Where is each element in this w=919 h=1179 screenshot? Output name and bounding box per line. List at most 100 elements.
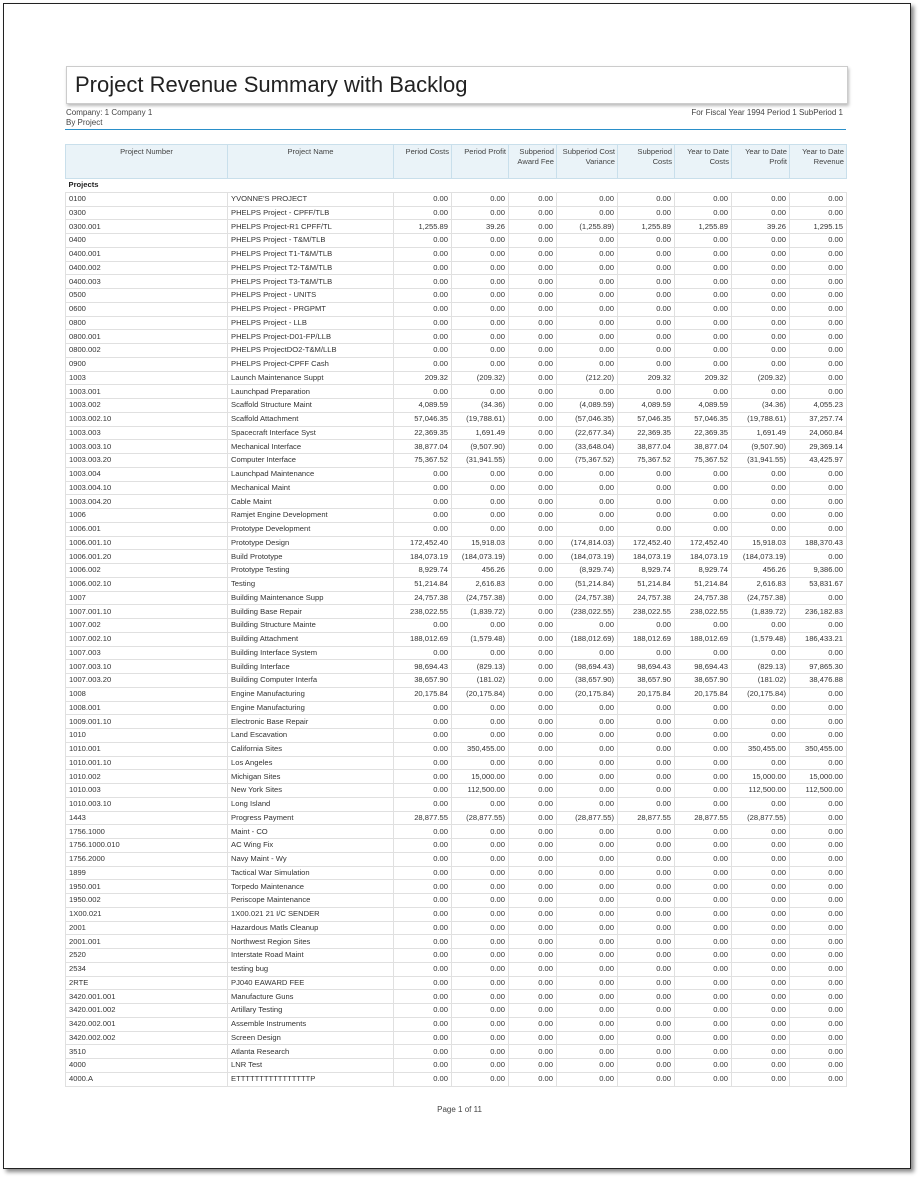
amount-cell: (19,788.61) bbox=[731, 411, 790, 427]
amount-cell: 0.00 bbox=[508, 838, 557, 853]
amount-cell: 0.00 bbox=[789, 301, 847, 317]
amount-cell: 0.00 bbox=[393, 975, 452, 991]
column-header: Period Profit bbox=[451, 144, 509, 179]
amount-cell: 0.00 bbox=[508, 425, 557, 441]
table-row: 3420.002.002 Screen Design 0.00 0.00 0.00 0.0… bbox=[65, 1030, 847, 1046]
project-name-cell: Mechanical Interface bbox=[227, 439, 394, 454]
amount-cell: 0.00 bbox=[731, 191, 790, 207]
project-name-cell: Launchpad Maintenance bbox=[227, 466, 394, 482]
company-label: Company: 1 Company 1 bbox=[66, 108, 153, 117]
amount-cell: 0.00 bbox=[617, 851, 675, 867]
amount-cell: 0.00 bbox=[393, 796, 452, 812]
amount-cell: 28,877.55 bbox=[617, 810, 675, 826]
amount-cell: 0.00 bbox=[508, 728, 557, 743]
amount-cell: 24,757.38 bbox=[393, 590, 452, 606]
amount-cell: (9,507.90) bbox=[451, 439, 509, 454]
amount-cell: (24,757.38) bbox=[556, 590, 618, 606]
amount-cell: 0.00 bbox=[451, 796, 509, 812]
amount-cell: 0.00 bbox=[393, 1003, 452, 1018]
amount-cell: 0.00 bbox=[508, 1071, 557, 1087]
amount-cell: 1,691.49 bbox=[451, 425, 509, 441]
amount-cell: 15,000.00 bbox=[451, 769, 509, 784]
amount-cell: (75,367.52) bbox=[556, 453, 618, 468]
project-number-cell: 3420.001.002 bbox=[65, 1003, 228, 1018]
amount-cell: 0.00 bbox=[617, 356, 675, 372]
project-number-cell: 1899 bbox=[65, 865, 228, 881]
amount-cell: 0.00 bbox=[508, 411, 557, 427]
amount-cell: 0.00 bbox=[617, 714, 675, 729]
amount-cell: 0.00 bbox=[617, 934, 675, 949]
amount-cell: 0.00 bbox=[674, 783, 732, 798]
project-number-cell: 0400.003 bbox=[65, 274, 228, 289]
amount-cell: 0.00 bbox=[451, 851, 509, 867]
project-number-cell: 4000 bbox=[65, 1058, 228, 1073]
amount-cell: 0.00 bbox=[789, 260, 847, 276]
column-header: Year to Date Profit bbox=[731, 144, 790, 179]
amount-cell: 0.00 bbox=[393, 274, 452, 289]
amount-cell: 0.00 bbox=[674, 1016, 732, 1032]
amount-cell: 0.00 bbox=[556, 480, 618, 496]
table-row: 1007.002.10 Building Attachment 188,012.69… bbox=[65, 631, 847, 647]
project-name-cell: Tactical War Simulation bbox=[227, 865, 394, 881]
amount-cell: 0.00 bbox=[451, 301, 509, 317]
amount-cell: 15,000.00 bbox=[731, 769, 790, 784]
amount-cell: 0.00 bbox=[451, 975, 509, 991]
amount-cell: (212.20) bbox=[556, 370, 618, 386]
project-number-cell: 1003.003.10 bbox=[65, 439, 228, 454]
amount-cell: 0.00 bbox=[789, 893, 847, 908]
amount-cell: 0.00 bbox=[508, 796, 557, 812]
amount-cell: 0.00 bbox=[617, 343, 675, 358]
amount-cell: 0.00 bbox=[451, 728, 509, 743]
project-number-cell: 1003.002 bbox=[65, 398, 228, 413]
project-number-cell: 1010.003 bbox=[65, 783, 228, 798]
amount-cell: 0.00 bbox=[617, 618, 675, 633]
amount-cell: 0.00 bbox=[508, 948, 557, 963]
amount-cell: 0.00 bbox=[451, 645, 509, 661]
project-number-cell: 1007.002.10 bbox=[65, 631, 228, 647]
amount-cell: 0.00 bbox=[731, 934, 790, 949]
amount-cell: 456.26 bbox=[731, 563, 790, 578]
amount-cell: 0.00 bbox=[451, 961, 509, 977]
amount-cell: 0.00 bbox=[508, 274, 557, 289]
amount-cell: 0.00 bbox=[674, 755, 732, 771]
table-row: 0900 PHELPS Project-CPFF Cash 0.00 0.00 0.00… bbox=[65, 356, 847, 372]
amount-cell: 0.00 bbox=[674, 741, 732, 757]
table-row: 1950.001 Torpedo Maintenance 0.00 0.00 0.00 0… bbox=[65, 879, 847, 894]
column-header: Project Name bbox=[227, 144, 394, 179]
amount-cell: 0.00 bbox=[674, 906, 732, 922]
table-row: 1008.001 Engine Manufacturing 0.00 0.00 0.00… bbox=[65, 700, 847, 716]
amount-cell: 0.00 bbox=[617, 315, 675, 331]
amount-cell: 0.00 bbox=[674, 260, 732, 276]
amount-cell: 0.00 bbox=[556, 975, 618, 991]
amount-cell: 4,089.59 bbox=[674, 398, 732, 413]
amount-cell: 0.00 bbox=[556, 246, 618, 262]
amount-cell: (1,839.72) bbox=[451, 604, 509, 619]
amount-cell: 0.00 bbox=[508, 1058, 557, 1073]
amount-cell: 0.00 bbox=[731, 384, 790, 399]
amount-cell: 0.00 bbox=[556, 838, 618, 853]
table-row: 1003.003.20 Computer Interface 75,367.52 (3… bbox=[65, 453, 847, 468]
amount-cell: 0.00 bbox=[731, 700, 790, 716]
project-name-cell: ETTTTTTTTTTTTTTTTP bbox=[227, 1071, 394, 1087]
amount-cell: 0.00 bbox=[731, 466, 790, 482]
amount-cell: (209.32) bbox=[731, 370, 790, 386]
table-row: 0300.001 PHELPS Project-R1 CPFF/TL 1,255.8… bbox=[65, 219, 847, 234]
amount-cell: 0.00 bbox=[789, 549, 847, 564]
project-number-cell: 0900 bbox=[65, 356, 228, 372]
amount-cell: 0.00 bbox=[508, 301, 557, 317]
project-name-cell: Launchpad Preparation bbox=[227, 384, 394, 399]
project-number-cell: 1443 bbox=[65, 810, 228, 826]
amount-cell: 0.00 bbox=[451, 824, 509, 839]
amount-cell: 0.00 bbox=[508, 315, 557, 331]
amount-cell: 0.00 bbox=[451, 246, 509, 262]
amount-cell: 0.00 bbox=[617, 893, 675, 908]
project-number-cell: 0600 bbox=[65, 301, 228, 317]
project-number-cell: 0800 bbox=[65, 315, 228, 331]
project-name-cell: Prototype Development bbox=[227, 521, 394, 537]
amount-cell: 0.00 bbox=[508, 453, 557, 468]
amount-cell: 0.00 bbox=[674, 838, 732, 853]
amount-cell: 0.00 bbox=[789, 1058, 847, 1073]
project-number-cell: 1007.001.10 bbox=[65, 604, 228, 619]
amount-cell: 0.00 bbox=[451, 191, 509, 207]
amount-cell: 0.00 bbox=[508, 494, 557, 509]
